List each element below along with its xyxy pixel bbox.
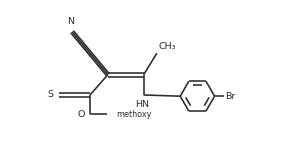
- Text: S: S: [48, 90, 54, 99]
- Text: HN: HN: [135, 100, 149, 109]
- Text: O: O: [78, 110, 85, 119]
- Text: Br: Br: [225, 92, 236, 101]
- Text: CH₃: CH₃: [158, 42, 176, 51]
- Text: methoxy: methoxy: [116, 110, 151, 119]
- Text: N: N: [67, 18, 74, 27]
